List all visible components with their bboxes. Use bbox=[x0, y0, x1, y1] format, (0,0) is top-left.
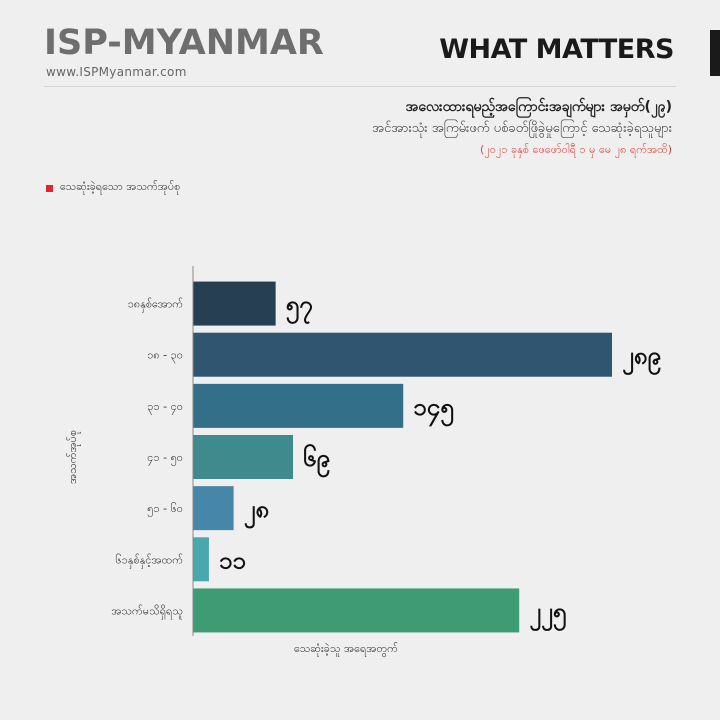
x-axis-title: သေဆုံးခဲ့သူ အရေအတွက် bbox=[294, 642, 398, 657]
category-label-6: အသက်မသိရှိရသူ bbox=[111, 604, 183, 619]
legend-label: သေဆုံးခဲ့ရသော အသက်အုပ်စု bbox=[60, 180, 181, 193]
bar-4 bbox=[193, 486, 234, 531]
value-label-6: ၂၂၅ bbox=[529, 597, 566, 631]
bar-1 bbox=[193, 332, 612, 377]
bar-3 bbox=[193, 435, 294, 479]
category-label-5: ၆၁နှစ်နှင့်အထက် bbox=[115, 553, 183, 568]
header-divider bbox=[44, 86, 676, 87]
chart-date-range: (၂၀၂၁ ခုနှစ် ဖေဖော်ဝါရီ ၁ မှ မေ ၂၈ ရက်အထ… bbox=[480, 143, 672, 156]
value-label-2: ၁၄၅ bbox=[413, 393, 454, 427]
bar-2 bbox=[193, 383, 404, 428]
value-label-3: ၆၉ bbox=[303, 443, 330, 478]
chart-subtitle: အင်အားသုံး အကြမ်းဖက် ပစ်ခတ်ဖြိုခွဲမှုကြေ… bbox=[372, 121, 672, 136]
value-label-5: ၁၁ bbox=[219, 546, 246, 574]
value-label-1: ၂၈၉ bbox=[622, 342, 661, 376]
category-label-4: ၅၁ - ၆၀ bbox=[147, 502, 183, 517]
category-label-3: ၄၁ - ၅၀ bbox=[147, 451, 183, 466]
value-label-4: ၂၈ bbox=[244, 495, 270, 529]
y-axis-title: အသက်အုပ်စု bbox=[66, 430, 81, 484]
legend-swatch bbox=[46, 184, 53, 192]
bar-group bbox=[193, 281, 612, 633]
bar-0 bbox=[193, 281, 276, 326]
brand-logo-text: ISP-MYANMAR bbox=[44, 23, 324, 63]
corner-accent-bar bbox=[710, 30, 720, 76]
section-title: WHAT MATTERS bbox=[439, 34, 674, 65]
chart-titles: အလေးထားရမည့်အကြောင်းအချက်များ အမှတ်(၂၉) … bbox=[72, 96, 672, 161]
bar-5 bbox=[193, 537, 209, 582]
chart-legend: သေဆုံးခဲ့ရသော အသက်အုပ်စု bbox=[46, 180, 180, 196]
website-url: www.ISPMyanmar.com bbox=[46, 65, 187, 79]
value-label-0: ၅၇ bbox=[286, 291, 313, 325]
category-label-1: ၁၈ - ၃၀ bbox=[147, 349, 183, 364]
bar-6 bbox=[193, 588, 520, 633]
category-label-2: ၃၁ - ၄၀ bbox=[147, 400, 183, 415]
category-label-0: ၁၈နှစ်အောက် bbox=[128, 298, 184, 313]
chart-title: အလေးထားရမည့်အကြောင်းအချက်များ အမှတ်(၂၉) bbox=[405, 99, 672, 115]
